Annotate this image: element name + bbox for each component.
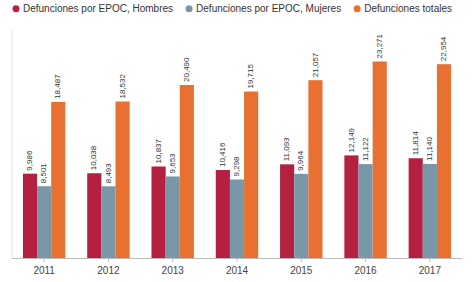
y-axis-line [12, 30, 13, 258]
legend-marker [354, 5, 361, 12]
data-label: 8,501 [39, 163, 48, 184]
x-tick-label: 2011 [33, 265, 55, 276]
bar [87, 173, 101, 258]
x-tick [108, 259, 109, 262]
data-labels: 9,986 10,038 10,837 10,416 11,093 12,149 11,81… [25, 33, 448, 183]
x-tick [237, 259, 238, 262]
x-tick-label: 2012 [97, 265, 120, 276]
legend-item: Defunciones totales [354, 3, 452, 14]
data-label: 10,416 [218, 142, 227, 167]
axes: 2011 2012 2013 2014 2015 2016 2017 [12, 30, 462, 276]
data-label: 9,298 [232, 156, 241, 177]
x-tick-label: 2016 [354, 265, 377, 276]
bar [51, 102, 65, 258]
bar [308, 80, 322, 258]
legend-label: Defunciones totales [364, 3, 452, 14]
bar [37, 186, 51, 258]
x-tick [429, 259, 430, 262]
legend-marker [186, 5, 193, 12]
bar [230, 179, 244, 258]
bar [294, 174, 308, 258]
x-tick-label: 2015 [290, 265, 313, 276]
legend-item: Defunciones por EPOC, Mujeres [186, 3, 342, 14]
legend-label: Defunciones por EPOC, Hombres [23, 3, 173, 14]
data-label: 22,954 [439, 36, 448, 61]
legend-label: Defunciones por EPOC, Mujeres [196, 3, 341, 14]
data-label: 18,532 [118, 73, 127, 98]
x-tick [172, 259, 173, 262]
bar [116, 102, 130, 258]
bar [280, 164, 294, 258]
bar [373, 61, 387, 258]
data-label: 19,715 [246, 63, 255, 88]
x-tick [44, 259, 45, 262]
data-label: 18,487 [53, 74, 62, 99]
bar [344, 155, 358, 258]
data-label: 9,986 [25, 150, 34, 171]
data-label: 8,493 [104, 163, 113, 184]
bar [152, 166, 166, 258]
data-label: 12,149 [347, 127, 356, 152]
bar [409, 158, 423, 258]
data-label: 23,271 [375, 33, 384, 58]
bar [101, 186, 115, 258]
bar [180, 85, 194, 258]
x-tick-label: 2017 [419, 265, 442, 276]
data-label: 11,122 [361, 137, 370, 161]
data-label: 20,490 [182, 57, 191, 82]
data-label: 10,038 [89, 145, 98, 170]
legend-marker [13, 5, 20, 12]
x-tick [365, 259, 366, 262]
bar [437, 64, 451, 258]
data-label: 9,964 [296, 150, 305, 171]
x-tick-label: 2013 [162, 265, 185, 276]
bar [244, 92, 258, 258]
chart-container: Defunciones por EPOC, Hombres Defunciones… [0, 0, 474, 282]
bar [423, 164, 437, 258]
x-axis-line [12, 258, 462, 259]
bar [166, 176, 180, 258]
chart-svg: Defunciones por EPOC, Hombres Defunciones… [0, 0, 474, 282]
bar [23, 174, 37, 258]
data-label: 11,093 [282, 137, 291, 161]
legend-item: Defunciones por EPOC, Hombres [13, 3, 174, 14]
data-label: 11,814 [411, 131, 420, 155]
bars [23, 61, 451, 258]
data-label: 21,057 [311, 52, 320, 77]
data-label: 9,653 [168, 153, 177, 174]
x-tick-label: 2014 [226, 265, 249, 276]
data-label: 10,837 [154, 138, 163, 163]
data-label: 11,140 [425, 137, 434, 161]
bar [216, 170, 230, 258]
bar [359, 164, 373, 258]
x-tick [301, 259, 302, 262]
legend: Defunciones por EPOC, Hombres Defunciones… [13, 3, 453, 14]
